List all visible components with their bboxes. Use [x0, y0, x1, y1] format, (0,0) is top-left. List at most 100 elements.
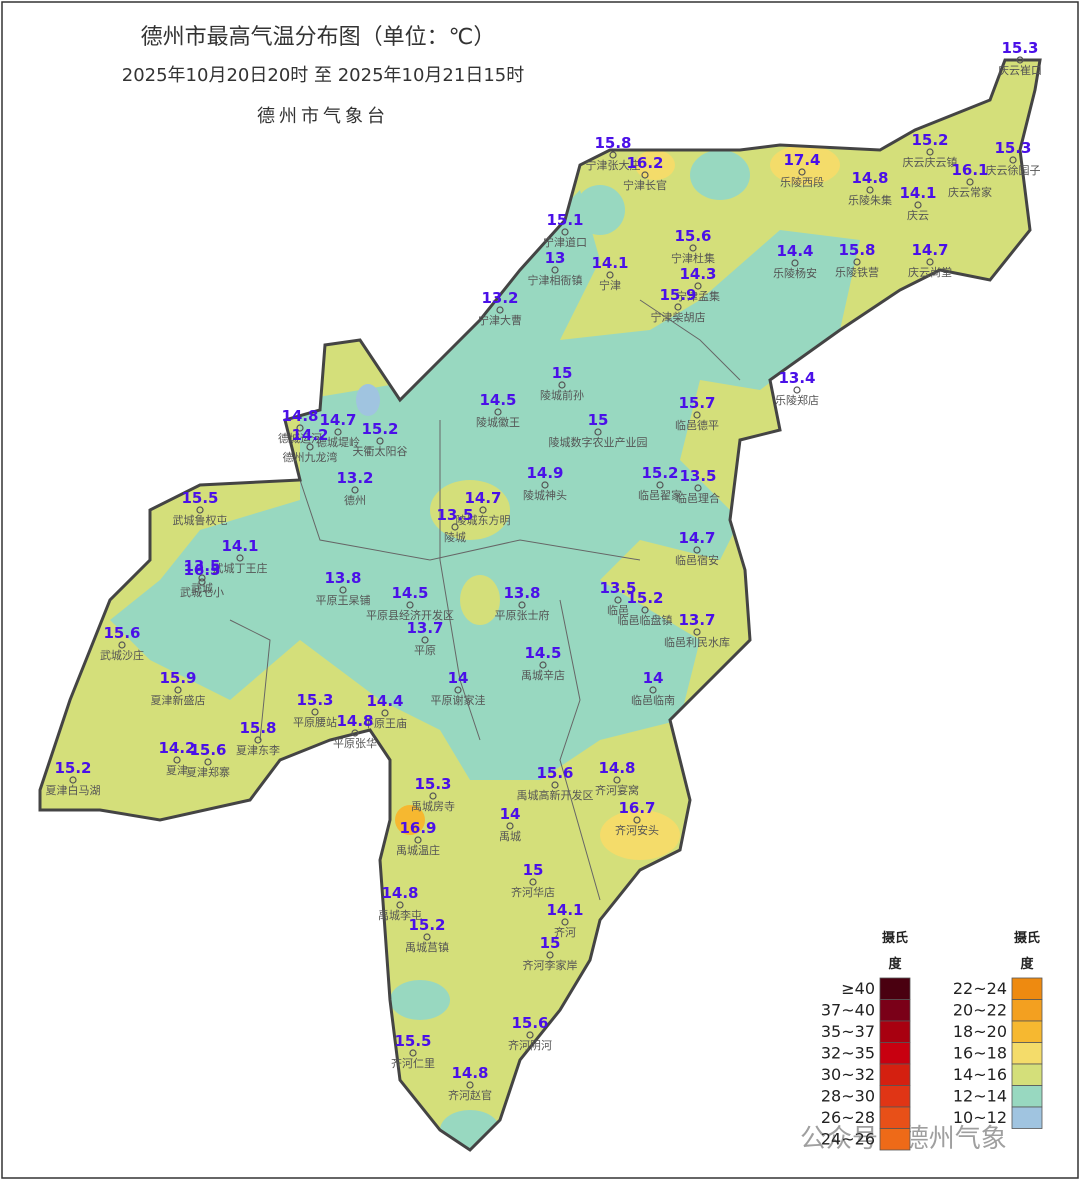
station-dot: [609, 151, 617, 159]
station-value: 15.9: [659, 286, 696, 304]
station-label: 陵城数字农业产业园: [549, 435, 648, 449]
station-dot: [204, 758, 212, 766]
station-dot: [173, 756, 181, 764]
station-dot: [539, 661, 547, 669]
station-dot: [414, 836, 422, 844]
station-label: 禹城温庄: [396, 843, 440, 857]
field-16-18: [770, 145, 840, 185]
station-label: 乐陵铁营: [835, 265, 879, 279]
station-label: 庆云尚堂: [908, 265, 952, 279]
station-value: 14.8: [381, 884, 418, 902]
station-value: 15.8: [239, 719, 276, 737]
legend-label: 16~18: [953, 1044, 1007, 1063]
station-value: 13.5: [599, 579, 636, 597]
field-16-18: [600, 810, 680, 860]
station-value: 14.5: [391, 584, 428, 602]
station-dot: [694, 484, 702, 492]
station-dot: [506, 822, 514, 830]
station-dot: [689, 244, 697, 252]
station-label: 宁津杜集: [671, 251, 715, 265]
station-value: 13.7: [678, 611, 715, 629]
station-label: 齐河安头: [615, 823, 659, 837]
station-dot: [693, 628, 701, 636]
station-dot: [649, 686, 657, 694]
station-label: 平原王杲铺: [316, 594, 371, 607]
station-value: 14.1: [591, 254, 628, 272]
station-label: 临邑临盘镇: [618, 613, 673, 627]
station-label: 齐河华店: [511, 885, 555, 899]
station-label: 宁津: [599, 278, 621, 292]
station-value: 14.8: [281, 407, 318, 425]
station-label: 宁津柴胡店: [651, 310, 706, 324]
station-value: 14.2: [158, 739, 195, 757]
station-label: 乐陵西段: [780, 175, 824, 189]
station-label: 齐河李家岸: [523, 958, 578, 972]
station-value: 13.2: [336, 469, 373, 487]
station-value: 15.8: [594, 134, 631, 152]
field-12-14: [690, 150, 750, 200]
station-label: 夏津东李: [236, 743, 280, 757]
station-label: 乐陵杨安: [773, 266, 817, 280]
station-label: 庆云崔口: [998, 63, 1042, 77]
station-dot: [656, 481, 664, 489]
station-value: 15.2: [408, 916, 445, 934]
station-value: 14.7: [911, 241, 948, 259]
station-dot: [693, 546, 701, 554]
station-label: 平原县经济开发区: [366, 608, 454, 622]
station-value: 14.7: [464, 489, 501, 507]
station-label: 庆云: [907, 208, 929, 222]
station-dot: [381, 709, 389, 717]
legend-swatch: [879, 1106, 911, 1129]
station-value: 14.7: [319, 411, 356, 429]
legend-label: 22~24: [953, 979, 1007, 998]
legend-label: 10~12: [953, 1108, 1007, 1127]
station-label: 庆云常家: [948, 185, 992, 199]
legend-label: ≥40: [841, 979, 875, 998]
station-label: 乐陵郑店: [775, 393, 819, 407]
station-value: 15.6: [674, 227, 711, 245]
legend-swatch: [1011, 1063, 1043, 1086]
county-border: [229, 299, 741, 901]
station-dot: [421, 636, 429, 644]
station-value: 15.6: [189, 741, 226, 759]
station-value: 16.9: [399, 819, 436, 837]
station-dot: [311, 708, 319, 716]
station-label: 禹城房寺: [411, 800, 455, 813]
legend-label: 20~22: [953, 1001, 1007, 1020]
station-label: 禹城辛店: [521, 668, 565, 682]
station-value: 13.5: [183, 557, 220, 575]
station-dot: [693, 411, 701, 419]
station-value: 17.4: [783, 151, 820, 169]
station-label: 陵城东方明: [456, 513, 511, 527]
station-dot: [334, 428, 342, 436]
station-dot: [926, 148, 934, 156]
station-dot: [798, 168, 806, 176]
station-dot: [118, 641, 126, 649]
station-label: 宁津长官: [623, 178, 667, 192]
legend-swatch: [1011, 1042, 1043, 1065]
station-dot: [518, 601, 526, 609]
station-label: 夏津郑寨: [186, 765, 230, 779]
station-label: 德州: [344, 493, 366, 507]
station-value: 15.9: [159, 669, 196, 687]
station-dot: [793, 386, 801, 394]
station-value: 14.8: [336, 712, 373, 730]
station-label: 齐河: [554, 925, 576, 939]
station-dot: [561, 228, 569, 236]
station-dot: [613, 776, 621, 784]
station-label: 禹城莒镇: [405, 940, 449, 954]
station-label: 夏津新盛店: [151, 693, 206, 707]
station-label: 德州九龙湾: [283, 450, 338, 464]
station-label: 禹城李屯: [378, 908, 422, 922]
station-label: 平原腰站: [293, 715, 337, 729]
station-dot: [561, 918, 569, 926]
station-dot: [396, 901, 404, 909]
station-value: 15.8: [838, 241, 875, 259]
station-value: 15.5: [181, 489, 218, 507]
station-dot: [558, 381, 566, 389]
legend-label: 14~16: [953, 1065, 1007, 1084]
map-period: 2025年10月20日20时 至 2025年10月21日15时: [122, 65, 525, 86]
legend-swatch: [1011, 999, 1043, 1022]
